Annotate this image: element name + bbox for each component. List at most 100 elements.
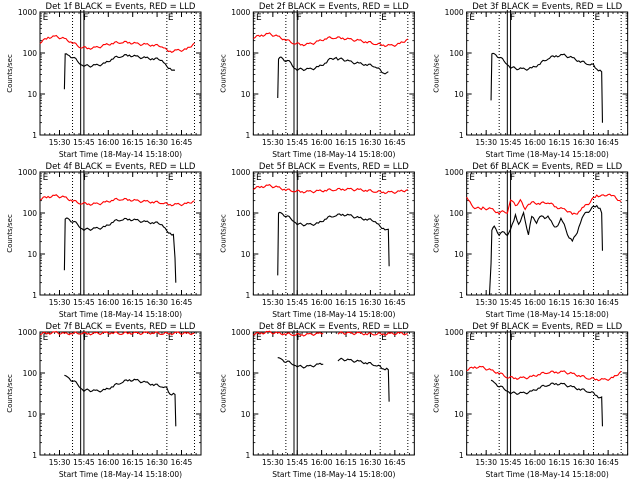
chart-panel: Det 6f BLACK = Events, RED = LLD Counts/s… — [433, 162, 629, 319]
y-tick-label: 1 — [32, 131, 37, 140]
x-tick-label: 16:00 — [311, 298, 333, 307]
x-tick-label: 15:30 — [475, 138, 497, 147]
chart-panel: Det 8f BLACK = Events, RED = LLD Counts/s… — [219, 322, 415, 479]
x-tick-label: 15:30 — [49, 298, 71, 307]
y-tick-label: 1 — [32, 451, 37, 460]
events-series-line — [63, 53, 176, 90]
x-tick-label: 15:45 — [500, 458, 522, 467]
event-marker-e: E — [381, 333, 387, 343]
x-tick-label: 16:30 — [573, 458, 595, 467]
plot-frame — [252, 171, 415, 296]
y-tick-label: 1000 — [445, 328, 464, 337]
y-tick-label: 1000 — [445, 8, 464, 17]
y-tick-label: 10 — [241, 250, 251, 259]
chart-title: Det 4f BLACK = Events, RED = LLD — [46, 162, 196, 172]
event-marker-e: E — [469, 173, 475, 183]
y-tick-label: 10 — [454, 90, 464, 99]
event-marker-f: F — [510, 333, 515, 343]
x-tick-label: 15:30 — [262, 298, 284, 307]
x-tick-label: 16:30 — [573, 298, 595, 307]
chart-title: Det 7f BLACK = Events, RED = LLD — [46, 322, 196, 332]
x-tick-label: 16:30 — [146, 298, 168, 307]
x-tick-label: 15:30 — [49, 458, 71, 467]
event-marker-e: E — [595, 333, 601, 343]
y-tick-label: 100 — [449, 369, 464, 378]
y-axis-label: Counts/sec — [6, 374, 14, 413]
event-marker-e: E — [43, 333, 49, 343]
event-marker-e: E — [381, 173, 387, 183]
lld-series-line — [466, 365, 622, 382]
x-tick-label: 16:15 — [549, 458, 571, 467]
y-tick-label: 1 — [32, 291, 37, 300]
x-tick-label: 16:45 — [597, 458, 619, 467]
x-tick-label: 16:00 — [97, 458, 119, 467]
chart-title: Det 8f BLACK = Events, RED = LLD — [259, 322, 409, 332]
x-tick-label: 15:30 — [49, 138, 71, 147]
y-tick-label: 1000 — [231, 8, 250, 17]
event-marker-f: F — [83, 13, 88, 23]
x-tick-label: 16:15 — [335, 138, 357, 147]
events-series-line — [277, 211, 390, 276]
x-axis-label: Start Time (18-May-14 15:18:00) — [486, 150, 609, 159]
x-tick-label: 16:15 — [122, 298, 144, 307]
x-tick-label: 15:45 — [73, 298, 95, 307]
chart-title: Det 9f BLACK = Events, RED = LLD — [472, 322, 622, 332]
y-tick-label: 10 — [27, 250, 37, 259]
chart-panel: Det 9f BLACK = Events, RED = LLD Counts/s… — [433, 322, 629, 479]
y-tick-label: 100 — [23, 49, 38, 58]
event-marker-e: E — [168, 173, 174, 183]
x-axis-label: Start Time (18-May-14 15:18:00) — [486, 310, 609, 319]
event-marker-e: E — [168, 333, 174, 343]
x-tick-label: 16:15 — [335, 458, 357, 467]
events-series-line — [337, 357, 390, 402]
plot-frame — [466, 331, 629, 456]
x-tick-label: 16:00 — [97, 138, 119, 147]
lld-series-line — [39, 34, 195, 53]
y-tick-label: 100 — [236, 209, 251, 218]
x-tick-label: 16:00 — [524, 458, 546, 467]
event-marker-e: E — [43, 173, 49, 183]
x-tick-label: 16:15 — [122, 458, 144, 467]
x-axis-label: Start Time (18-May-14 15:18:00) — [59, 310, 182, 319]
chart-panel: Det 2f BLACK = Events, RED = LLD Counts/s… — [219, 2, 415, 159]
plot-frame — [39, 171, 202, 296]
y-tick-label: 1 — [459, 451, 464, 460]
y-tick-label: 1 — [246, 451, 251, 460]
lld-series-line — [253, 330, 324, 337]
y-tick-label: 1 — [459, 131, 464, 140]
lld-series-line — [253, 183, 408, 195]
chart-title: Det 1f BLACK = Events, RED = LLD — [46, 2, 196, 12]
x-tick-label: 15:45 — [73, 458, 95, 467]
x-tick-label: 15:45 — [286, 298, 308, 307]
x-axis-label: Start Time (18-May-14 15:18:00) — [272, 310, 395, 319]
chart-title: Det 3f BLACK = Events, RED = LLD — [472, 2, 622, 12]
x-tick-label: 16:15 — [122, 138, 144, 147]
y-tick-label: 1000 — [18, 328, 37, 337]
x-tick-label: 16:15 — [549, 138, 571, 147]
events-series-line — [488, 204, 604, 296]
x-tick-label: 16:30 — [146, 138, 168, 147]
event-marker-f: F — [297, 173, 302, 183]
y-tick-label: 1000 — [445, 168, 464, 177]
lld-series-line — [466, 193, 622, 216]
chart-title: Det 2f BLACK = Events, RED = LLD — [259, 2, 409, 12]
x-tick-label: 16:30 — [360, 138, 382, 147]
lld-series-line — [39, 330, 195, 336]
y-axis-label: Counts/sec — [433, 54, 441, 93]
y-axis-label: Counts/sec — [6, 54, 14, 93]
chart-panel: Det 5f BLACK = Events, RED = LLD Counts/s… — [219, 162, 415, 319]
x-tick-label: 16:30 — [146, 458, 168, 467]
y-tick-label: 100 — [449, 49, 464, 58]
x-axis-label: Start Time (18-May-14 15:18:00) — [59, 150, 182, 159]
plot-frame — [466, 11, 629, 136]
x-tick-label: 16:45 — [597, 138, 619, 147]
y-tick-label: 10 — [454, 410, 464, 419]
plot-frame — [39, 331, 202, 456]
x-axis-label: Start Time (18-May-14 15:18:00) — [272, 150, 395, 159]
y-tick-label: 1 — [459, 291, 464, 300]
events-series-line — [490, 52, 604, 123]
event-marker-e: E — [381, 13, 387, 23]
event-marker-f: F — [510, 173, 515, 183]
events-series-line — [64, 374, 177, 427]
events-series-line — [277, 56, 389, 99]
